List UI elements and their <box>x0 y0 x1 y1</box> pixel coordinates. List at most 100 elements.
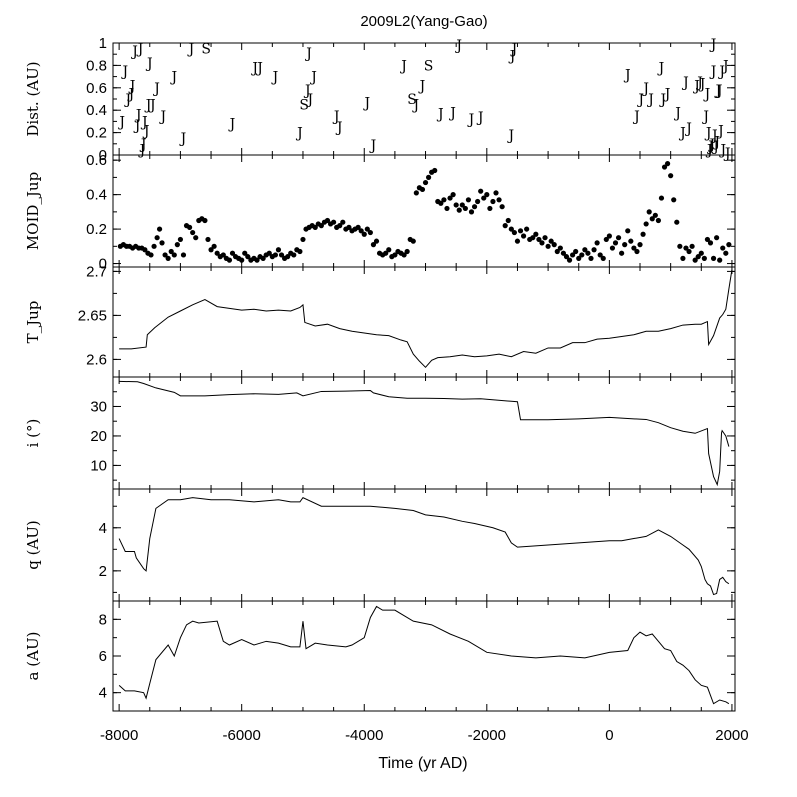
moid-point <box>671 197 677 203</box>
moid-point <box>468 209 475 215</box>
moid-point <box>239 257 245 263</box>
y-tick-label: 2.7 <box>86 263 107 280</box>
moid-point <box>392 252 398 258</box>
moid-point <box>211 243 217 249</box>
moid-point <box>539 240 545 246</box>
moid-point <box>548 238 554 244</box>
moid-point <box>652 212 658 218</box>
moid-point <box>517 228 524 234</box>
moid-point <box>214 250 220 256</box>
series-line-incl <box>119 380 730 487</box>
moid-point <box>459 202 465 208</box>
jupiter-encounter-mark: J <box>663 86 671 102</box>
moid-point <box>154 235 160 241</box>
moid-point <box>456 207 462 213</box>
moid-point <box>637 242 643 248</box>
jupiter-encounter-mark: J <box>255 61 263 77</box>
moid-point <box>490 198 496 205</box>
jupiter-encounter-mark: J <box>641 81 649 97</box>
moid-point <box>726 242 732 248</box>
moid-point <box>707 240 714 246</box>
jupiter-encounter-mark: J <box>136 42 144 58</box>
saturn-encounter-mark: S <box>201 42 211 58</box>
moid-point <box>367 229 373 236</box>
moid-point <box>168 248 174 255</box>
x-axis-label: Time (yr AD) <box>378 755 467 772</box>
moid-point <box>585 250 591 256</box>
moid-point <box>643 221 649 227</box>
moid-point <box>404 248 410 255</box>
moid-point <box>505 217 511 224</box>
jupiter-encounter-mark: J <box>701 109 709 125</box>
moid-point <box>631 245 637 251</box>
jupiter-encounter-mark: J <box>369 138 377 154</box>
moid-point <box>419 186 426 193</box>
jupiter-encounter-mark: J <box>510 42 518 58</box>
moid-point <box>278 252 285 258</box>
jupiter-encounter-mark: J <box>332 109 340 125</box>
moid-point <box>628 238 634 244</box>
y-tick-label: 0.4 <box>86 102 107 119</box>
y-axis-label: T_Jup <box>24 301 42 344</box>
moid-point <box>658 195 665 201</box>
jupiter-encounter-mark: J <box>723 146 731 162</box>
jupiter-encounter-mark: J <box>717 64 725 80</box>
chart-title: 2009L2(Yang-Gao) <box>360 13 487 30</box>
moid-point <box>318 223 324 229</box>
moid-point <box>358 228 364 234</box>
moid-point <box>373 238 380 244</box>
moid-point <box>450 192 456 198</box>
moid-point <box>723 250 729 256</box>
moid-point <box>579 252 585 258</box>
moid-point <box>689 243 695 249</box>
y-axis-label: q (AU) <box>24 520 42 570</box>
jupiter-encounter-mark: J <box>250 61 258 77</box>
moid-point <box>554 248 560 255</box>
y-tick-label: 30 <box>90 398 107 415</box>
moid-point <box>441 197 447 203</box>
jupiter-encounter-mark: J <box>124 92 132 108</box>
moid-point <box>655 217 661 224</box>
jupiter-encounter-mark: J <box>673 105 681 121</box>
moid-point <box>254 257 260 263</box>
moid-point <box>701 255 707 261</box>
moid-point <box>686 248 692 255</box>
jupiter-encounter-mark: J <box>678 126 686 142</box>
x-tick-label: 2000 <box>715 727 748 744</box>
jupiter-encounter-mark: J <box>418 79 426 95</box>
jupiter-encounter-mark: J <box>695 75 703 91</box>
moid-point <box>337 223 343 229</box>
y-axis-label: Dist. (AU) <box>24 61 42 136</box>
moid-point <box>674 219 680 225</box>
moid-point <box>609 245 616 251</box>
moid-point <box>661 164 668 170</box>
y-tick-label: 20 <box>90 428 107 445</box>
moid-point <box>524 226 530 232</box>
jupiter-encounter-mark: J <box>703 86 711 102</box>
moid-point <box>560 250 567 256</box>
x-tick-label: -2000 <box>468 727 506 744</box>
y-axis-label: MOID_Jup <box>24 172 42 250</box>
moid-point <box>573 248 579 255</box>
moid-point <box>180 252 187 258</box>
x-tick-label: -6000 <box>223 727 261 744</box>
jupiter-encounter-mark: J <box>684 121 692 137</box>
x-tick-label: 0 <box>605 727 613 744</box>
panel-frame <box>112 600 736 712</box>
x-tick-label: -8000 <box>100 727 138 744</box>
moid-point <box>162 252 168 258</box>
panel-tjup: 2.6 2.65 2.7 T_Jup <box>24 263 736 378</box>
moid-point <box>355 224 361 230</box>
jupiter-encounter-mark: J <box>681 75 689 91</box>
jupiter-encounter-mark: J <box>714 83 722 99</box>
moid-point <box>594 240 600 246</box>
y-tick-label: 2 <box>99 563 107 580</box>
y-tick-label: 0.2 <box>86 221 107 238</box>
moid-point <box>187 224 193 230</box>
moid-point <box>159 240 165 246</box>
moid-point <box>683 245 689 251</box>
moid-point <box>177 236 184 243</box>
moid-point <box>346 224 352 230</box>
moid-point <box>511 229 517 236</box>
jupiter-encounter-mark: J <box>632 109 640 125</box>
